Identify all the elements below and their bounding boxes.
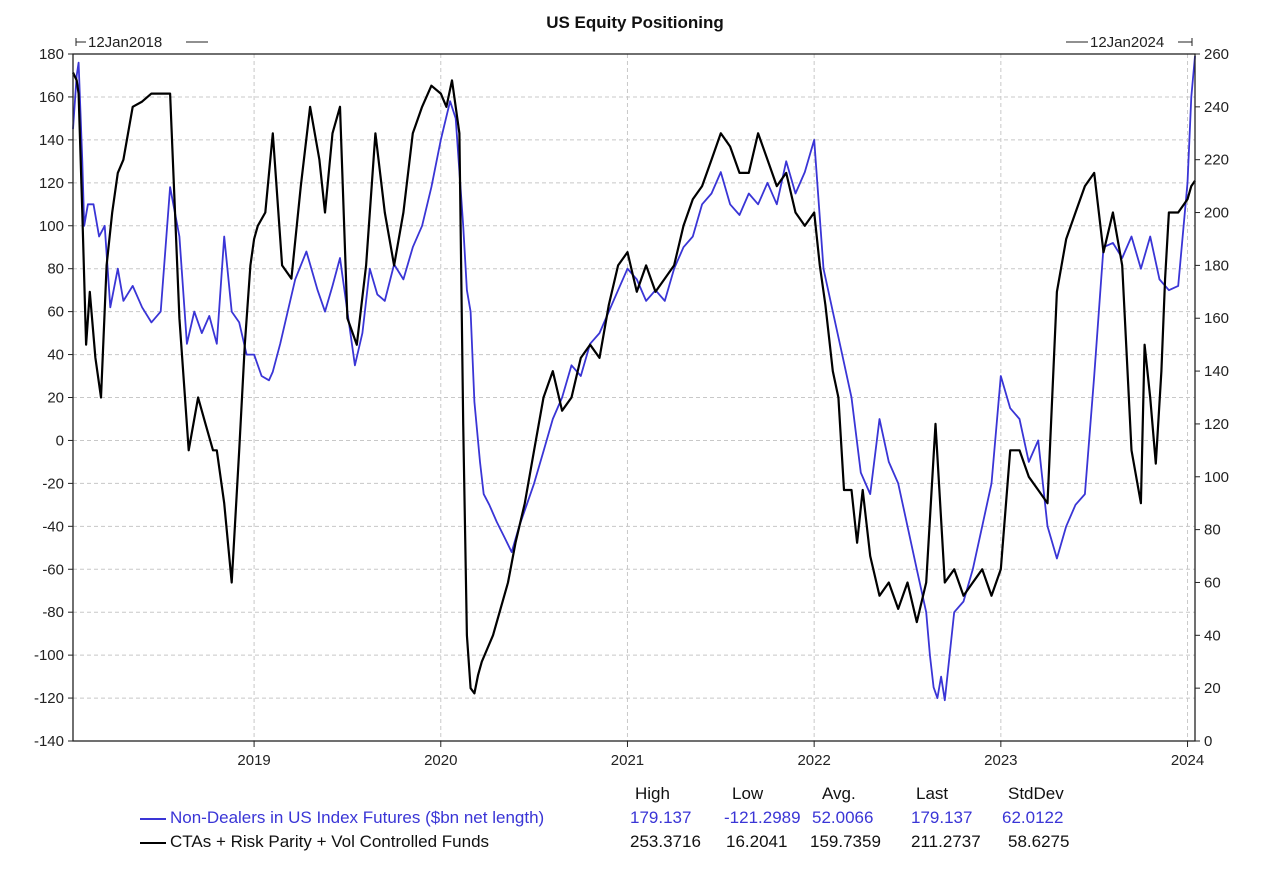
x-tick-label: 2022: [797, 752, 830, 769]
range-end-marker: 12Jan2024: [1066, 34, 1193, 51]
y-left-tick-label: -140: [34, 733, 64, 750]
y-left-tick-label: 60: [47, 304, 64, 321]
x-tick-label: 2023: [984, 752, 1017, 769]
legend-row-non-dealers: Non-Dealers in US Index Futures ($bn net…: [140, 808, 1100, 832]
y-left-tick-label: 0: [56, 432, 64, 449]
y-left-tick-label: 180: [39, 46, 64, 63]
stat-low: -121.2989: [724, 808, 801, 827]
legend: High Low Avg. Last StdDev Non-Dealers in…: [140, 784, 1100, 856]
legend-header-stddev: StdDev: [1008, 784, 1064, 803]
y-left-tick-label: 40: [47, 347, 64, 364]
y-left-tick-label: -20: [42, 475, 64, 492]
y-left-tick-label: 80: [47, 261, 64, 278]
range-start-marker: 12Jan2018: [75, 34, 208, 51]
y-right-tick-label: 100: [1204, 469, 1229, 486]
range-start-label: 12Jan2018: [88, 34, 162, 51]
legend-swatch-blue: [140, 817, 166, 820]
y-right-tick-label: 260: [1204, 46, 1229, 63]
y-left-tick-label: -40: [42, 518, 64, 535]
legend-header-high: High: [635, 784, 670, 803]
stat-low: 16.2041: [726, 832, 788, 851]
stat-avg: 159.7359: [810, 832, 881, 851]
y-right-tick-label: 220: [1204, 152, 1229, 169]
stat-avg: 52.0066: [812, 808, 874, 827]
legend-swatch-black: [140, 841, 166, 844]
legend-entry-ctas: CTAs + Risk Parity + Vol Controlled Fund…: [140, 832, 489, 852]
grid: [73, 54, 1195, 741]
y-left-tick-label: 120: [39, 175, 64, 192]
legend-label-non-dealers: Non-Dealers in US Index Futures ($bn net…: [170, 808, 545, 827]
y-right-tick-label: 200: [1204, 205, 1229, 222]
y-left-tick-label: 140: [39, 132, 64, 149]
legend-header-row: High Low Avg. Last StdDev: [140, 784, 1100, 808]
legend-header-low: Low: [732, 784, 764, 803]
stat-high: 253.3716: [630, 832, 701, 851]
y-left-tick-label: -120: [34, 690, 64, 707]
series-line-ctas: [72, 72, 1196, 695]
y-right-tick-label: 240: [1204, 99, 1229, 116]
x-tick-label: 2019: [237, 752, 270, 769]
y-right-tick-label: 140: [1204, 363, 1229, 380]
x-tick-label: 2021: [611, 752, 644, 769]
y-right-tick-label: 120: [1204, 416, 1229, 433]
y-right-tick-label: 60: [1204, 574, 1221, 591]
legend-header-avg: Avg.: [822, 784, 856, 803]
y-left-tick-label: -60: [42, 561, 64, 578]
chart-title: US Equity Positioning: [546, 13, 724, 32]
y-left-tick-label: -100: [34, 647, 64, 664]
axes: 180160140120100806040200-20-40-60-80-100…: [34, 46, 1229, 769]
stat-stddev: 58.6275: [1008, 832, 1070, 851]
series-layer: [72, 56, 1196, 702]
y-right-tick-label: 180: [1204, 257, 1229, 274]
y-right-tick-label: 20: [1204, 680, 1221, 697]
y-right-tick-label: 80: [1204, 522, 1221, 539]
legend-header-last: Last: [916, 784, 949, 803]
legend-row-ctas: CTAs + Risk Parity + Vol Controlled Fund…: [140, 832, 1100, 856]
legend-entry-non-dealers: Non-Dealers in US Index Futures ($bn net…: [140, 808, 544, 828]
range-end-label: 12Jan2024: [1090, 34, 1164, 51]
y-left-tick-label: -80: [42, 604, 64, 621]
y-left-tick-label: 160: [39, 89, 64, 106]
stat-last: 211.2737: [911, 832, 981, 851]
stat-high: 179.137: [630, 808, 692, 827]
y-left-tick-label: 20: [47, 390, 64, 407]
y-left-tick-label: 100: [39, 218, 64, 235]
legend-label-ctas: CTAs + Risk Parity + Vol Controlled Fund…: [170, 832, 490, 851]
stat-stddev: 62.0122: [1002, 808, 1064, 827]
series-line-non-dealers: [72, 56, 1196, 702]
stat-last: 179.137: [911, 808, 973, 827]
x-tick-label: 2020: [424, 752, 457, 769]
y-right-tick-label: 0: [1204, 733, 1212, 750]
y-right-tick-label: 40: [1204, 627, 1221, 644]
y-right-tick-label: 160: [1204, 310, 1229, 327]
x-tick-label: 2024: [1171, 752, 1204, 769]
